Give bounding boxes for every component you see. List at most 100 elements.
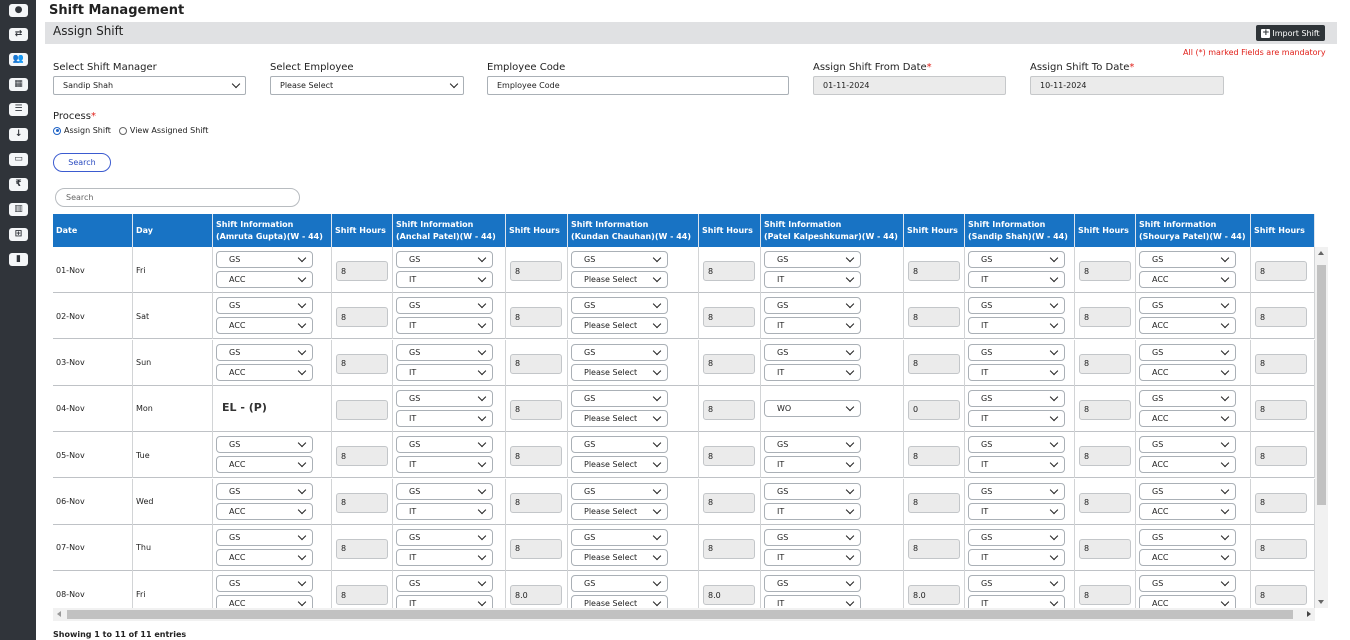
shift-hours-input[interactable]: 8	[908, 538, 960, 559]
table-search-input[interactable]: Search	[55, 188, 300, 207]
shift-hours-input[interactable]: 8	[1255, 446, 1307, 467]
shift-hours-input[interactable]: 8	[510, 261, 562, 281]
shift-hours-input[interactable]: 8	[703, 307, 755, 328]
shift-hours-input[interactable]: 8	[1255, 261, 1307, 281]
department-select[interactable]: IT	[396, 595, 493, 608]
department-select[interactable]: IT	[396, 363, 493, 381]
department-select[interactable]: IT	[968, 456, 1065, 474]
department-select[interactable]: ACC	[216, 317, 313, 335]
radio-assign-shift[interactable]	[53, 126, 61, 135]
shift-select[interactable]: GS	[571, 436, 668, 454]
bookmark-icon[interactable]: ▮	[9, 253, 28, 266]
department-select[interactable]: ACC	[1139, 595, 1236, 608]
shift-select[interactable]: GS	[571, 482, 668, 500]
shift-select[interactable]: GS	[968, 575, 1065, 593]
shift-select[interactable]: GS	[1139, 575, 1236, 593]
shift-select[interactable]: GS	[216, 482, 313, 500]
shift-hours-input[interactable]: 8	[1255, 353, 1307, 374]
department-select[interactable]: ACC	[1139, 502, 1236, 520]
shift-hours-input[interactable]: 8.0	[703, 585, 755, 606]
calendar-icon[interactable]: ▦	[9, 78, 28, 91]
department-select[interactable]: IT	[764, 271, 861, 288]
shift-hours-input[interactable]: 8	[1079, 492, 1131, 513]
shift-hours-input[interactable]: 8	[1255, 399, 1307, 420]
department-select[interactable]: IT	[968, 409, 1065, 427]
shift-hours-input[interactable]: 8	[336, 261, 388, 281]
shift-hours-input[interactable]: 8	[336, 585, 388, 606]
employee-select[interactable]: Please Select	[270, 76, 464, 95]
search-button[interactable]: Search	[53, 153, 111, 172]
scroll-up-icon[interactable]	[1318, 251, 1324, 255]
scroll-left-icon[interactable]	[57, 611, 61, 617]
shift-select[interactable]: WO	[764, 399, 861, 417]
shift-select[interactable]: GS	[968, 389, 1065, 407]
department-select[interactable]: ACC	[216, 271, 313, 288]
shuffle-icon[interactable]: ⇄	[9, 28, 28, 41]
shift-hours-input[interactable]: 8	[908, 307, 960, 328]
shift-select[interactable]: GS	[571, 251, 668, 268]
department-select[interactable]: ACC	[216, 548, 313, 566]
shift-hours-input[interactable]: 8	[510, 353, 562, 374]
department-select[interactable]: ACC	[216, 502, 313, 520]
shift-hours-input[interactable]: 8	[1079, 446, 1131, 467]
shift-select[interactable]: GS	[216, 575, 313, 593]
shift-hours-input[interactable]: 8	[336, 492, 388, 513]
shift-hours-input[interactable]: 8	[703, 261, 755, 281]
shift-select[interactable]: GS	[396, 251, 493, 268]
department-select[interactable]: Please Select	[571, 409, 668, 427]
department-select[interactable]: Please Select	[571, 502, 668, 520]
shift-hours-input[interactable]: 8	[908, 261, 960, 281]
department-select[interactable]: Please Select	[571, 548, 668, 566]
department-select[interactable]: IT	[764, 363, 861, 381]
import-shift-button[interactable]: + Import Shift	[1256, 25, 1325, 41]
shift-select[interactable]: GS	[571, 297, 668, 315]
shift-hours-input[interactable]: 8	[1079, 399, 1131, 420]
org-chart-icon[interactable]: ⊞	[9, 228, 28, 241]
department-select[interactable]: Please Select	[571, 317, 668, 335]
shift-select[interactable]: GS	[1139, 528, 1236, 546]
shift-hours-input[interactable]: 8	[1255, 307, 1307, 328]
shift-select[interactable]: GS	[216, 343, 313, 361]
shift-select[interactable]: GS	[968, 343, 1065, 361]
shift-select[interactable]: GS	[764, 297, 861, 315]
shift-hours-input[interactable]: 8	[510, 446, 562, 467]
shift-hours-input[interactable]: 8	[1079, 585, 1131, 606]
department-select[interactable]: ACC	[1139, 409, 1236, 427]
employee-code-field[interactable]: Employee Code	[487, 76, 789, 95]
department-select[interactable]: ACC	[1139, 271, 1236, 288]
department-select[interactable]: ACC	[1139, 363, 1236, 381]
department-select[interactable]: Please Select	[571, 456, 668, 474]
shift-select[interactable]: GS	[968, 436, 1065, 454]
department-select[interactable]: ACC	[1139, 317, 1236, 335]
shift-hours-input[interactable]: 8	[1255, 492, 1307, 513]
shift-hours-input[interactable]: 8	[1079, 538, 1131, 559]
shift-select[interactable]: GS	[764, 482, 861, 500]
department-select[interactable]: IT	[764, 317, 861, 335]
vertical-scrollbar[interactable]	[1315, 247, 1328, 608]
list-icon[interactable]: ☰	[9, 103, 28, 116]
shift-hours-input[interactable]: 8	[908, 353, 960, 374]
shift-hours-input[interactable]: 8	[510, 307, 562, 328]
shift-hours-input[interactable]: 8.0	[908, 585, 960, 606]
shift-hours-input[interactable]: 8	[510, 538, 562, 559]
shift-hours-input[interactable]: 8	[336, 446, 388, 467]
department-select[interactable]: ACC	[1139, 456, 1236, 474]
department-select[interactable]: Please Select	[571, 271, 668, 288]
shift-manager-select[interactable]: Sandip Shah	[53, 76, 246, 95]
shift-hours-input[interactable]: 8	[336, 353, 388, 374]
department-select[interactable]: IT	[396, 456, 493, 474]
shift-select[interactable]: GS	[1139, 251, 1236, 268]
department-select[interactable]: ACC	[216, 595, 313, 608]
department-select[interactable]: IT	[968, 363, 1065, 381]
department-select[interactable]: Please Select	[571, 363, 668, 381]
shift-select[interactable]: GS	[764, 528, 861, 546]
sort-icon[interactable]: ↓	[9, 128, 28, 141]
shift-hours-input[interactable]	[336, 399, 388, 420]
shift-hours-input[interactable]: 0	[908, 399, 960, 420]
shift-hours-input[interactable]: 8	[908, 446, 960, 467]
shift-select[interactable]: GS	[1139, 482, 1236, 500]
shift-select[interactable]: GS	[396, 389, 493, 407]
shift-select[interactable]: GS	[396, 436, 493, 454]
shift-select[interactable]: GS	[396, 297, 493, 315]
from-date-field[interactable]: 01-11-2024	[813, 76, 1006, 95]
